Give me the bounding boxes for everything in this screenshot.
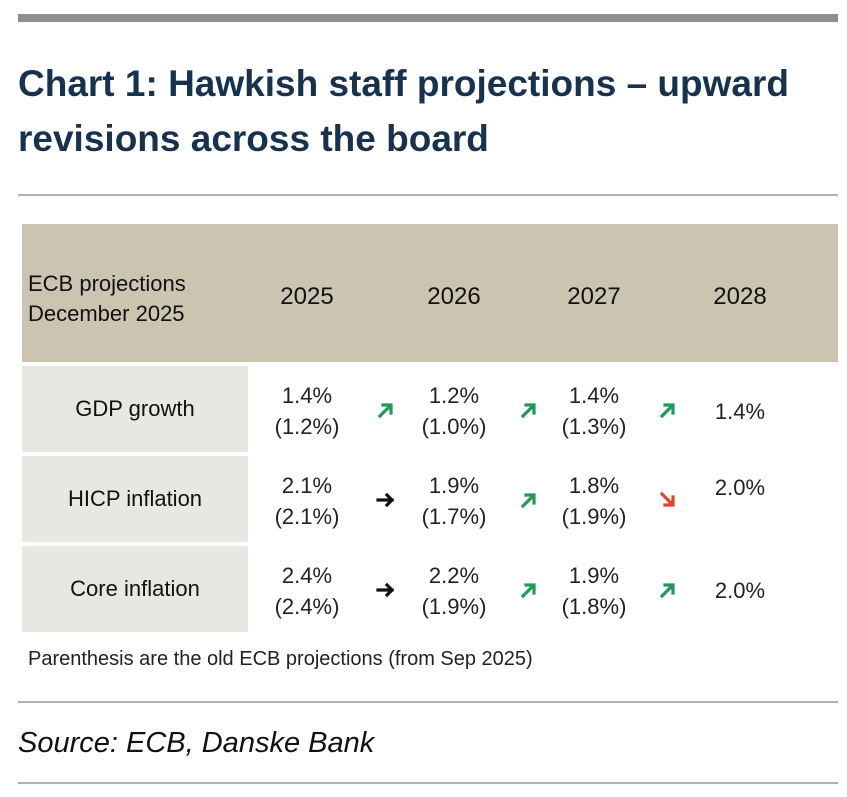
projection-value: 1.9% [428,473,480,498]
table-footnote: Parenthesis are the old ECB projections … [28,648,533,670]
table-cell: 2.0% [680,472,800,503]
table-cell: 1.4% [680,396,800,427]
divider [18,782,838,784]
arrow-down-right-icon [658,490,678,510]
projection-value: 1.8% [568,473,620,498]
previous-projection: (1.2%) [274,414,340,439]
table-cell: 2.1% (2.1%) [247,470,367,532]
divider [18,701,838,703]
previous-projection: (1.9%) [421,594,487,619]
arrow-up-right-icon [519,400,539,420]
previous-projection: (1.0%) [421,414,487,439]
projection-value: 1.9% [568,563,620,588]
projection-value: 2.0% [714,475,766,500]
previous-projection: (1.9%) [561,504,627,529]
previous-projection: (1.7%) [421,504,487,529]
projection-value: 2.1% [281,473,333,498]
previous-projection: (1.3%) [561,414,627,439]
table-cell: 1.4% (1.3%) [534,380,654,442]
projection-value: 2.4% [281,563,333,588]
projection-value: 1.4% [281,383,333,408]
year-header-2028: 2028 [713,283,767,310]
previous-projection: (2.4%) [274,594,340,619]
previous-projection: (1.8%) [561,594,627,619]
table-cell: 2.2% (1.9%) [394,560,514,622]
table-cell: 1.4% (1.2%) [247,380,367,442]
table-cell: 1.9% (1.8%) [534,560,654,622]
table-cell: 1.9% (1.7%) [394,470,514,532]
projection-value: 1.2% [428,383,480,408]
arrow-right-icon [376,490,396,510]
projection-value: 1.4% [714,399,766,424]
row-label-gdp-growth: GDP growth [22,366,248,452]
arrow-up-right-icon [376,400,396,420]
table-cell: 2.4% (2.4%) [247,560,367,622]
projections-table: ECB projections December 2025 2025 2026 … [22,224,838,634]
top-divider-bar [18,14,838,22]
source-line: Source: ECB, Danske Bank [18,727,375,759]
arrow-up-right-icon [658,580,678,600]
table-cell: 1.2% (1.0%) [394,380,514,442]
projection-value: 2.2% [428,563,480,588]
arrow-up-right-icon [519,580,539,600]
header-label: ECB projections December 2025 [28,269,243,329]
year-header-2025: 2025 [280,283,334,310]
year-header-2026: 2026 [427,283,481,310]
table-header [22,224,838,362]
table-cell: 2.0% [680,575,800,606]
projection-value: 1.4% [568,383,620,408]
arrow-up-right-icon [519,490,539,510]
table-cell: 1.8% (1.9%) [534,470,654,532]
page-title: Chart 1: Hawkish staff projections – upw… [18,63,789,159]
arrow-up-right-icon [658,400,678,420]
year-header-2027: 2027 [567,283,621,310]
row-label-hicp-inflation: HICP inflation [22,456,248,542]
row-label-core-inflation: Core inflation [22,546,248,632]
header-label-line2: December 2025 [28,301,185,326]
projection-value: 2.0% [714,578,766,603]
arrow-right-icon [376,580,396,600]
header-label-line1: ECB projections [28,271,186,296]
previous-projection: (2.1%) [274,504,340,529]
divider [18,194,838,196]
